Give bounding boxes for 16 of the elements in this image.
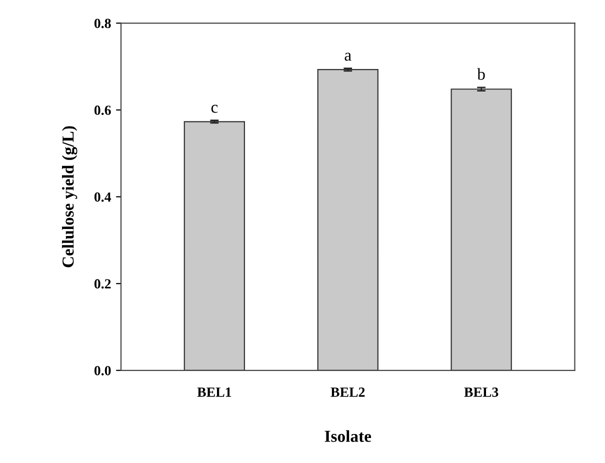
y-tick-label: 0.2 [94,279,111,289]
y-axis-title: Cellulose yield (g/L) [62,126,78,268]
bar [317,69,378,370]
y-tick-label: 0.4 [94,192,112,202]
x-axis-title: Isolate [324,430,372,442]
y-tick-label: 0.8 [94,18,111,28]
y-tick-label: 0.0 [94,366,111,376]
annotation: a [344,52,352,61]
annotation: b [477,68,485,80]
x-tick-label: BEL3 [464,388,498,397]
x-tick-label: BEL2 [330,388,365,397]
y-tick-label: 0.6 [94,106,111,115]
bar [184,121,245,370]
bar [450,88,512,370]
annotation: c [211,104,218,113]
x-tick-label: BEL1 [197,388,232,397]
